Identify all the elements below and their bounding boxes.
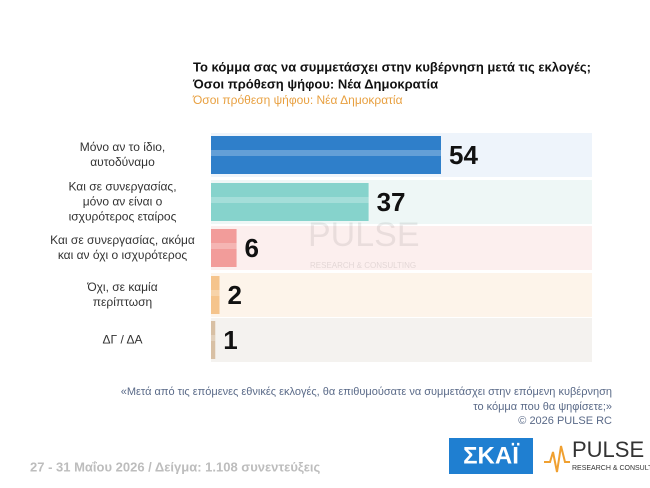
value-label: 54 <box>449 140 478 170</box>
bar-shine <box>211 243 237 249</box>
logo-pulse-icon <box>544 445 570 473</box>
value-label: 1 <box>223 325 237 355</box>
logo-pulse-sub: RESEARCH & CONSULTING <box>572 465 650 472</box>
category-label: ΔΓ / ΔΑ <box>102 332 143 347</box>
bar-shine <box>211 335 216 341</box>
question: «Μετά από τις επόμενες εθνικές εκλογές, … <box>121 386 612 398</box>
row-band <box>211 273 592 317</box>
logo-pulse: PULSE <box>572 437 644 462</box>
value-label: 2 <box>228 280 242 310</box>
bar-shine <box>211 150 441 156</box>
value-label: 37 <box>377 187 406 217</box>
bar <box>211 136 441 174</box>
category-label: Και σε συνεργασίας, μόνο αν είναι ο ισχυ… <box>68 179 177 224</box>
copyright: © 2026 PULSE RC <box>518 415 612 427</box>
chart-title: Όσοι πρόθεση ψήφου: Νέα Δημοκρατία <box>192 76 438 91</box>
value-label: 6 <box>245 233 259 263</box>
row-band <box>211 318 592 362</box>
chart-subtitle: Όσοι πρόθεση ψήφου: Νέα Δημοκρατία <box>192 93 403 107</box>
bar <box>211 183 369 221</box>
bar-shine <box>211 290 220 296</box>
logo-box <box>449 438 533 474</box>
bar <box>211 276 220 314</box>
chart-title: Το κόμμα σας να συμμετάσχει στην κυβέρνη… <box>193 59 591 74</box>
category-label: Και σε συνεργασίας, ακόμα και αν όχι ο ι… <box>50 233 195 262</box>
bar-shine <box>211 197 369 203</box>
bar <box>211 321 216 359</box>
watermark: PULSE <box>308 216 420 254</box>
category-label: Μόνο αν το ίδιο, αυτοδύναμο <box>79 140 166 169</box>
bar <box>211 229 237 267</box>
question: το κόμμα που θα ψηφίσετε;» <box>473 401 612 413</box>
row-band <box>211 226 592 270</box>
footer: 27 - 31 Μαΐου 2026 / Δείγμα: 1.108 συνεν… <box>30 459 320 474</box>
category-label: Όχι, σε καμία περίπτωση <box>87 280 158 309</box>
watermark: RESEARCH & CONSULTING <box>310 261 416 270</box>
logo-skai: ΣΚΑΪ <box>463 442 520 469</box>
